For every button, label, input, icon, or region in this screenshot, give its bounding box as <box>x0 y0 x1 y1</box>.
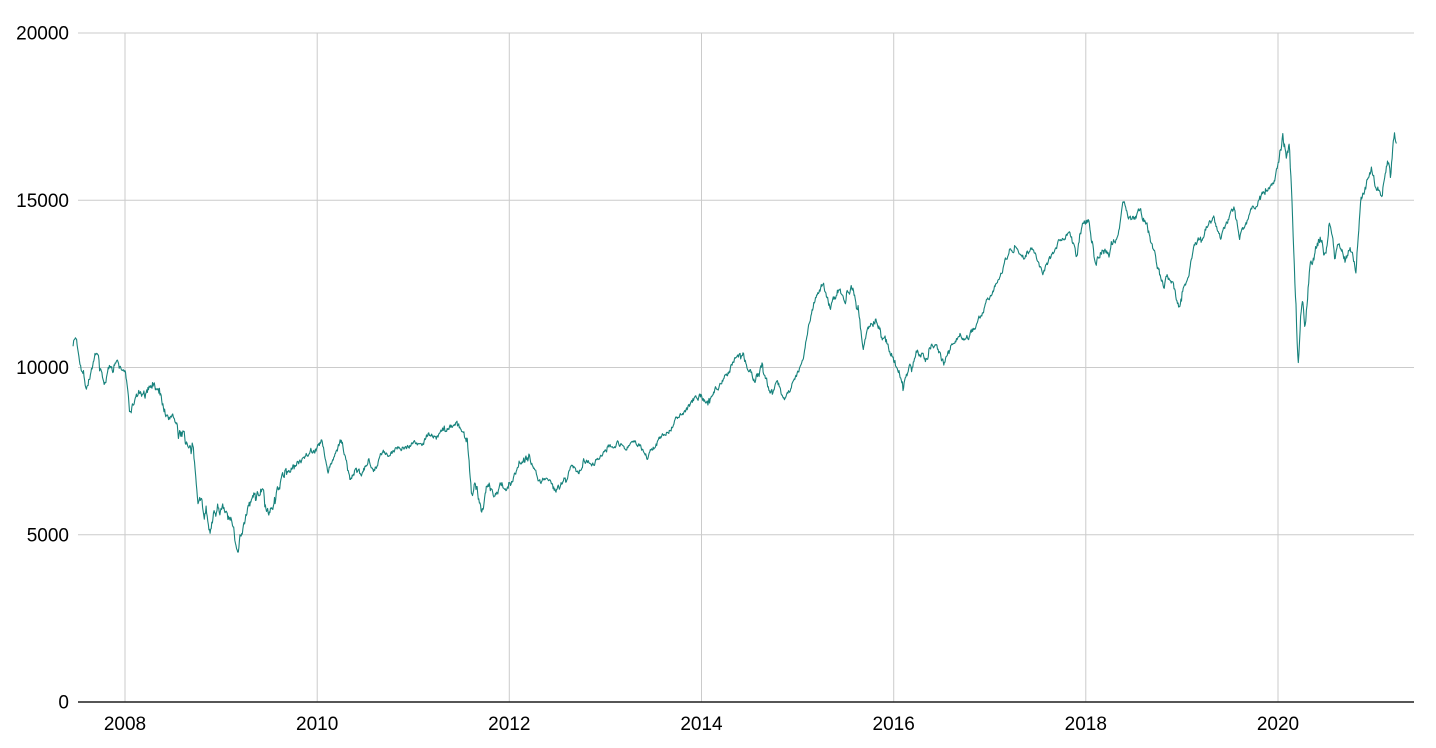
x-tick-label: 2012 <box>488 714 530 735</box>
x-tick-label: 2018 <box>1065 714 1107 735</box>
y-tick-label: 5000 <box>27 525 69 546</box>
x-tick-label: 2020 <box>1257 714 1299 735</box>
price-line <box>72 132 1397 553</box>
x-tick-label: 2008 <box>104 714 146 735</box>
x-tick-label: 2010 <box>296 714 338 735</box>
y-tick-label: 0 <box>58 693 69 714</box>
y-tick-label: 10000 <box>16 358 69 379</box>
y-tick-label: 15000 <box>16 191 69 212</box>
x-tick-label: 2014 <box>680 714 723 735</box>
y-tick-label: 20000 <box>16 24 69 45</box>
x-tick-label: 2016 <box>873 714 915 735</box>
